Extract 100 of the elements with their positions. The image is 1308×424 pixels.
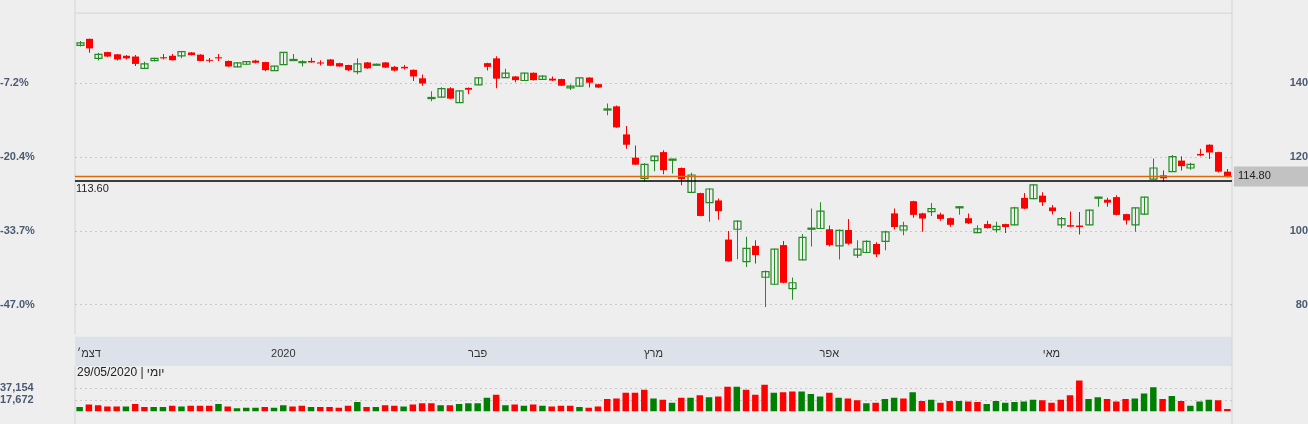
bar bbox=[1085, 399, 1092, 412]
x-tick-label: פבר bbox=[468, 347, 488, 360]
bar bbox=[705, 397, 713, 412]
bar bbox=[400, 406, 407, 412]
bar bbox=[1187, 405, 1194, 412]
y2-tick-label: -33.7% bbox=[0, 224, 36, 237]
y-tick-label: 120 bbox=[1289, 150, 1308, 163]
bar bbox=[446, 405, 454, 412]
bar bbox=[113, 406, 120, 412]
bar bbox=[465, 403, 472, 412]
bar bbox=[687, 397, 694, 412]
bar bbox=[789, 391, 796, 412]
bar bbox=[233, 408, 241, 412]
bar bbox=[224, 406, 231, 412]
bar bbox=[650, 398, 657, 412]
bar bbox=[594, 406, 602, 412]
chart-title: 29/05/2020 | יומי bbox=[77, 365, 165, 380]
bar bbox=[94, 405, 102, 412]
bar bbox=[1140, 393, 1148, 412]
bar bbox=[511, 404, 518, 412]
x-tick-label: מאי bbox=[1042, 347, 1061, 360]
ref-line-label: 113.60 bbox=[76, 182, 109, 195]
bar bbox=[715, 396, 722, 412]
y-tick-label: 100 bbox=[1289, 224, 1308, 237]
bar bbox=[1039, 400, 1046, 412]
bar bbox=[779, 392, 787, 412]
bar bbox=[603, 399, 611, 412]
bar bbox=[363, 407, 370, 412]
bar bbox=[974, 402, 981, 412]
bar bbox=[1113, 401, 1120, 412]
bar bbox=[317, 407, 324, 412]
bar bbox=[502, 405, 509, 412]
bar bbox=[909, 392, 916, 412]
bar bbox=[437, 405, 444, 412]
bar bbox=[150, 407, 157, 412]
bar bbox=[835, 397, 842, 412]
candlestick bbox=[705, 188, 714, 222]
bar bbox=[798, 391, 805, 412]
bar bbox=[289, 406, 296, 412]
bar bbox=[937, 402, 944, 412]
bar bbox=[983, 403, 990, 412]
bar bbox=[696, 395, 704, 412]
bar bbox=[381, 405, 389, 412]
bar bbox=[548, 406, 555, 412]
bar bbox=[1131, 398, 1139, 412]
x-tick-label: מרץ bbox=[644, 347, 663, 360]
bar bbox=[946, 400, 953, 412]
bar bbox=[1020, 401, 1027, 412]
candlestick bbox=[798, 234, 807, 261]
candlestick bbox=[733, 220, 742, 260]
bar bbox=[964, 401, 972, 412]
bar bbox=[872, 402, 879, 412]
bar bbox=[1094, 397, 1102, 412]
bar bbox=[826, 392, 833, 412]
bar bbox=[576, 407, 583, 412]
bar bbox=[1076, 380, 1083, 412]
x-tick-label: אפר bbox=[819, 347, 840, 360]
ref-line-label: 114.80 bbox=[1238, 169, 1271, 182]
bar bbox=[1196, 401, 1203, 412]
bar bbox=[622, 392, 629, 412]
bar bbox=[187, 405, 194, 412]
y-tick-label: 37,154 bbox=[0, 381, 35, 394]
bar bbox=[770, 392, 778, 412]
bar bbox=[1122, 399, 1129, 412]
bar bbox=[1214, 400, 1222, 412]
bar bbox=[761, 384, 768, 412]
bar bbox=[1048, 402, 1055, 412]
candlestick bbox=[788, 277, 797, 300]
bar bbox=[539, 405, 546, 412]
bar bbox=[724, 386, 731, 412]
bar bbox=[418, 403, 426, 412]
candlestick bbox=[742, 236, 751, 267]
bar bbox=[742, 389, 750, 412]
bar bbox=[853, 400, 861, 412]
bar bbox=[474, 403, 481, 412]
bar bbox=[428, 403, 435, 412]
bar bbox=[1159, 399, 1166, 412]
bar bbox=[613, 398, 620, 412]
bar bbox=[752, 394, 759, 412]
bar bbox=[863, 403, 870, 412]
bar bbox=[1103, 399, 1111, 412]
bar bbox=[881, 399, 889, 412]
bar bbox=[641, 389, 648, 412]
bar bbox=[104, 406, 111, 412]
x-tick-label: 2020 bbox=[271, 347, 296, 360]
bar bbox=[1011, 402, 1018, 412]
bar bbox=[1150, 387, 1157, 412]
candlestick bbox=[835, 229, 844, 260]
bar bbox=[122, 406, 130, 412]
bar bbox=[178, 406, 185, 412]
y-tick-label: 140 bbox=[1289, 76, 1308, 89]
bar bbox=[354, 402, 361, 412]
y2-tick-label: -47.0% bbox=[0, 298, 36, 311]
bar bbox=[326, 407, 333, 412]
bar bbox=[678, 397, 685, 412]
y-tick-label: 80 bbox=[1295, 297, 1308, 310]
bar bbox=[733, 386, 741, 412]
bar bbox=[391, 405, 398, 412]
bar bbox=[631, 392, 639, 412]
bar bbox=[141, 407, 148, 412]
